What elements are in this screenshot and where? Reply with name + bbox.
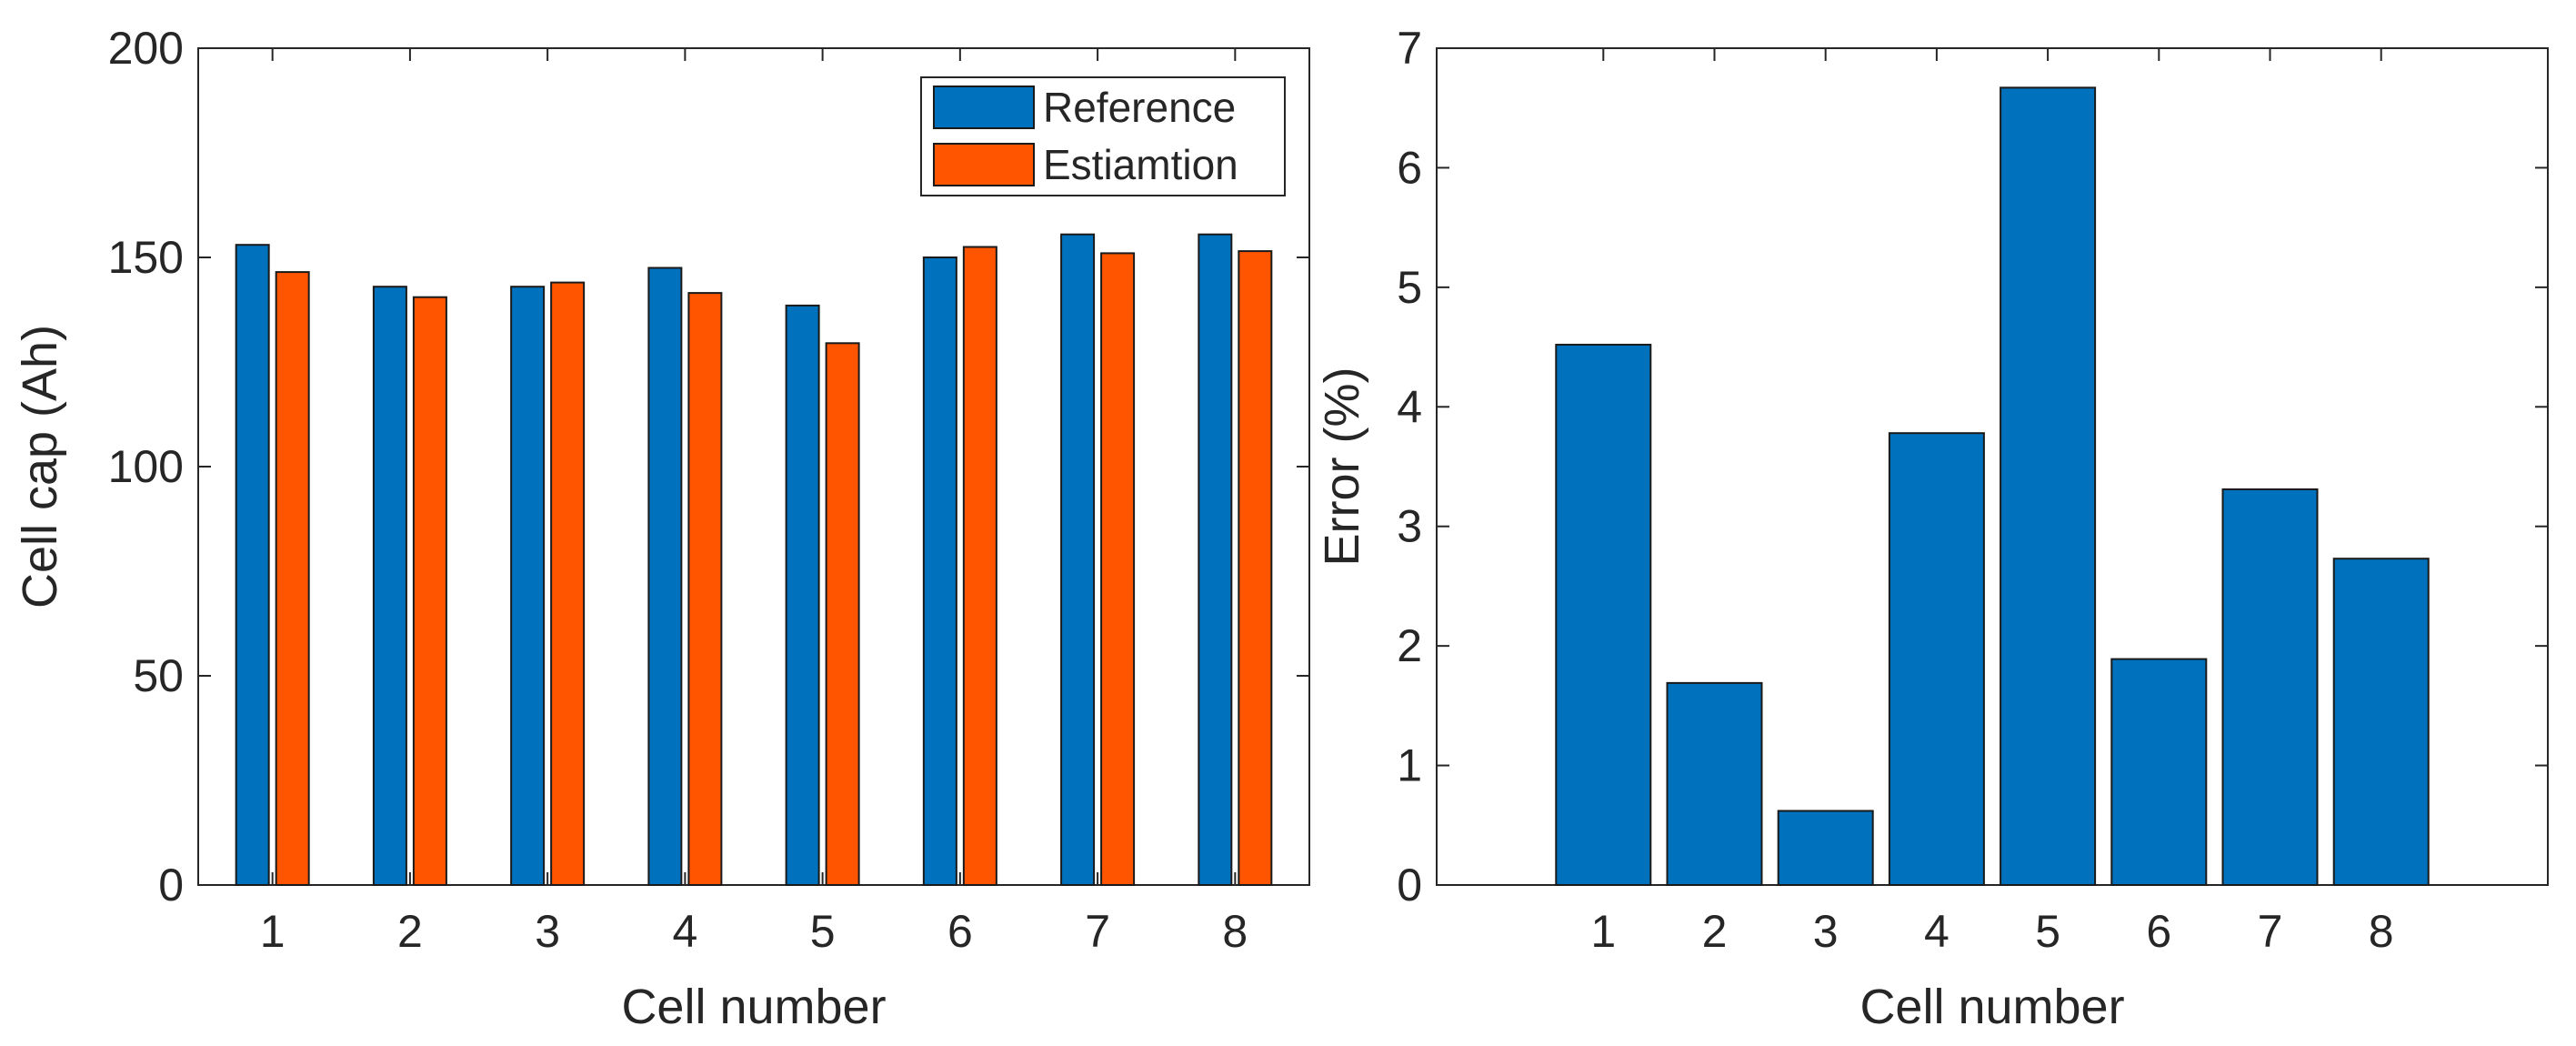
left-bar-estiamtion-7 [1100,252,1136,886]
left-x-tick-label: 7 [1085,906,1110,957]
legend-label-reference: Reference [1043,84,1236,131]
right-bars [1555,86,2430,887]
left-x-tick-label: 6 [947,906,973,957]
right-bar-error-1 [1555,343,1652,886]
left-bar-reference-8 [1198,233,1233,886]
right-y-tick-label: 3 [1397,501,1422,552]
left-bar-reference-6 [922,256,957,886]
left-y-tick-label: 50 [133,650,184,701]
legend-swatch-estimation [933,143,1035,186]
left-x-tick-labels: 1 2 3 4 5 6 7 8 [260,906,1248,957]
left-y-ticks [198,47,1309,886]
legend-swatch-reference [933,85,1035,129]
right-bar-error-3 [1777,810,1874,886]
left-x-tick-label: 4 [672,906,697,957]
right-x-tick-label: 6 [2146,906,2171,957]
left-y-tick-label: 200 [108,23,184,74]
right-y-tick-label: 5 [1397,262,1422,313]
right-y-tick-label: 4 [1397,381,1422,432]
left-y-tick-label: 150 [108,232,184,283]
right-y-axis-label: Error (%) [1315,367,1369,567]
left-y-tick-label: 0 [158,860,184,910]
left-bar-estiamtion-4 [687,292,723,887]
left-bar-estiamtion-8 [1238,250,1273,887]
left-x-axis-label: Cell number [621,980,886,1034]
right-x-tick-label: 2 [1702,906,1728,957]
right-y-tick-label: 6 [1397,142,1422,193]
left-bar-reference-5 [785,304,820,886]
right-bar-error-8 [2332,558,2430,886]
cell-capacity-chart: 1 2 3 4 5 6 7 8 0 50 100 150 200 Cell number Cell c… [13,23,1310,1034]
right-y-tick-label: 2 [1397,620,1422,671]
left-bar-estiamtion-3 [550,281,586,887]
left-bar-reference-3 [510,286,546,886]
right-bar-error-4 [1888,432,1985,886]
left-bar-reference-2 [372,286,407,886]
left-x-tick-label: 1 [260,906,286,957]
right-y-tick-label: 1 [1397,740,1422,791]
left-bars [235,233,1273,887]
right-x-tick-labels: 1 2 3 4 5 6 7 8 [1590,906,2393,957]
left-y-tick-labels: 0 50 100 150 200 [108,23,184,910]
left-x-tick-label: 5 [810,906,836,957]
legend-label-estimation: Estiamtion [1043,141,1238,188]
right-bar-error-6 [2110,658,2208,886]
left-bar-reference-4 [647,267,683,886]
right-x-axis-label: Cell number [1859,980,2124,1034]
right-bar-error-5 [2000,86,2097,887]
right-y-tick-label: 0 [1397,860,1422,910]
right-x-tick-label: 3 [1813,906,1839,957]
left-bar-reference-7 [1060,233,1096,886]
right-y-tick-labels: 0 1 2 3 4 5 6 7 [1397,23,1422,910]
left-y-axis-label: Cell cap (Ah) [13,325,67,608]
left-x-tick-label: 2 [397,906,423,957]
left-bar-estiamtion-2 [412,296,447,886]
left-bar-reference-1 [235,244,270,886]
right-bar-error-2 [1666,681,1763,887]
right-x-tick-label: 8 [2369,906,2394,957]
right-x-tick-label: 4 [1924,906,1950,957]
left-x-tick-label: 8 [1222,906,1248,957]
error-chart: 1 2 3 4 5 6 7 8 0 1 2 3 4 5 6 7 Cell number Error (%) [1315,23,2549,1034]
left-bar-estiamtion-5 [825,342,860,886]
right-x-tick-label: 7 [2258,906,2283,957]
right-x-tick-label: 1 [1590,906,1616,957]
legend: Reference Estiamtion [920,76,1286,196]
left-x-tick-label: 3 [535,906,560,957]
left-bar-estiamtion-6 [962,246,997,886]
right-plot-area [1436,47,2549,886]
left-y-tick-label: 100 [108,441,184,492]
left-bar-estiamtion-1 [275,271,310,887]
right-x-tick-label: 5 [2035,906,2060,957]
right-bar-error-7 [2221,488,2319,886]
right-y-tick-label: 7 [1397,23,1422,74]
